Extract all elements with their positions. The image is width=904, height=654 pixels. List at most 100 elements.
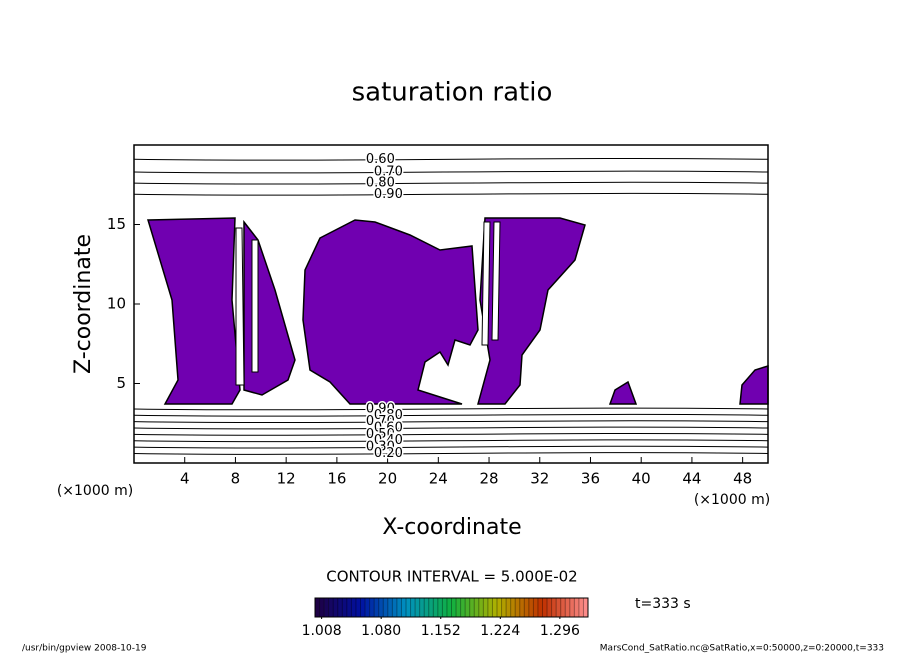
colorbar-cell [574,598,580,617]
colorbar-cell [501,598,507,617]
colorbar-cell [542,598,548,617]
colorbar-cell [492,598,498,617]
gap [491,221,501,341]
x-tick-label: 44 [682,470,701,488]
colorbar-cell [474,598,480,617]
contour-label: 0.60 [366,152,395,167]
x-tick-label: 36 [581,470,600,488]
colorbar-cell [547,598,552,617]
colorbar-cell [569,598,575,617]
colorbar-cell [396,598,402,617]
colorbar-cell [337,598,343,617]
colorbar-cell [383,598,389,617]
colorbar-cell [487,598,493,617]
colorbar-cell [378,598,384,617]
colorbar-cell [415,598,420,617]
y-tick-label: 5 [116,374,126,392]
x-tick-label: 28 [479,470,498,488]
colorbar-tick-label: 1.296 [540,623,580,639]
contour-label: 0.20 [374,446,403,461]
colorbar-cell [360,598,366,617]
contour-label: 0.70 [366,414,395,429]
colorbar-cell [560,598,566,617]
colorbar-cell [410,598,416,617]
colorbar-cell [319,598,325,617]
colorbar-cell [333,598,339,617]
region [146,217,241,405]
footer-right: MarsCond_SatRatio.nc@SatRatio,x=0:50000,… [600,644,884,654]
contour-line [133,170,769,174]
footer-left: /usr/bin/gpview 2008-10-19 [22,644,147,654]
gaps [235,221,501,386]
x-tick-label: 32 [530,470,549,488]
contour-line [133,445,769,449]
colorbar-cell [351,598,357,617]
contour-label: 0.50 [366,427,395,442]
x-tick-label: 20 [378,470,397,488]
colorbar-frame [314,597,589,618]
contour-label: 0.80 [374,408,403,423]
x-axis-label: X-coordinate [382,515,521,540]
colorbar-cell [497,598,502,617]
y-axis-label: Z-coordinate [71,234,96,374]
colorbar-cell [506,598,511,617]
region [739,364,769,405]
time-label: t=333 s [635,596,691,612]
colorbar-cell [346,598,352,617]
contour-line [133,420,769,424]
y-tick-label: 10 [107,295,126,313]
x-tick-label: 12 [277,470,296,488]
contour-label: 0.70 [374,165,403,180]
contour-label: 0.90 [366,401,395,416]
x-tick-label: 8 [231,470,241,488]
colorbar-cell [342,598,348,617]
colorbar-cell [469,598,475,617]
colorbar-cell [465,598,470,617]
colorbar-cell [515,598,521,617]
chart-title: saturation ratio [352,78,553,108]
gap [251,239,259,373]
colorbar-cell [578,598,584,617]
colorbar-cell [437,598,443,617]
colorbar-cell [387,598,393,617]
contour-line [133,181,769,185]
colorbar-cell [565,598,571,617]
colorbar-cell [401,598,407,617]
colorbar-cell [556,598,561,617]
colorbar-tick-label: 1.224 [480,623,520,639]
x-tick-label: 48 [733,470,752,488]
colorbar-cell [324,598,329,617]
colorbar-cell [583,598,589,617]
region [302,219,479,405]
y-unit: (×1000 m) [57,483,133,499]
colorbar-cell [442,598,448,617]
contour-label: 0.90 [374,187,403,202]
colorbar-tick-label: 1.152 [421,623,461,639]
contour-line [133,439,769,443]
colorbar-cell [419,598,425,617]
contour-label: 0.80 [366,176,395,191]
colorbar-cell [406,598,411,617]
colorbar-cell [374,598,379,617]
contour-line [133,413,769,417]
colorbar-cell [510,598,516,617]
region [608,380,638,405]
colorbar-cell [519,598,525,617]
colorbar-cell [460,598,466,617]
contour-line [133,452,769,455]
y-tick-label: 15 [107,215,126,233]
x-tick-label: 24 [429,470,448,488]
x-unit: (×1000 m) [694,492,770,508]
colorbar-cell [478,598,484,617]
gap [235,227,245,386]
contour-line [133,157,769,161]
region [477,217,586,405]
x-tick-label: 4 [180,470,190,488]
colorbar-cell [424,598,430,617]
contour-line [133,192,769,196]
colorbar-cell [456,598,461,617]
contour-label: 0.40 [374,433,403,448]
contour-label: 0.30 [366,440,395,455]
x-tick-label: 40 [632,470,651,488]
